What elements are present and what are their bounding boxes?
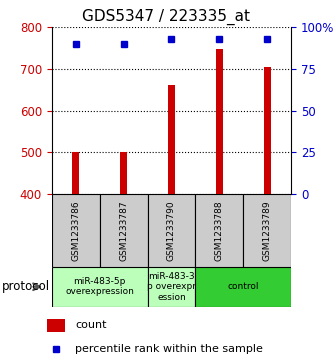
Bar	[243, 194, 291, 267]
Text: GSM1233789: GSM1233789	[263, 200, 272, 261]
Text: GSM1233786: GSM1233786	[71, 200, 80, 261]
Text: GSM1233790: GSM1233790	[167, 200, 176, 261]
Bar	[195, 267, 291, 307]
Bar	[72, 152, 79, 194]
Bar	[216, 49, 223, 194]
Text: percentile rank within the sample: percentile rank within the sample	[75, 344, 263, 354]
Text: miR-483-5p
overexpression: miR-483-5p overexpression	[65, 277, 134, 297]
Text: GDS5347 / 223335_at: GDS5347 / 223335_at	[83, 9, 250, 25]
Bar	[168, 85, 175, 194]
Text: GSM1233787: GSM1233787	[119, 200, 128, 261]
Bar	[52, 194, 100, 267]
Bar	[48, 319, 65, 332]
Text: GSM1233788: GSM1233788	[215, 200, 224, 261]
Text: count: count	[75, 321, 107, 330]
Text: miR-483-3
p overexpr
ession: miR-483-3 p overexpr ession	[147, 272, 196, 302]
Text: protocol: protocol	[2, 280, 50, 293]
Bar	[148, 194, 195, 267]
Bar	[120, 152, 127, 194]
Bar	[195, 194, 243, 267]
Bar	[100, 194, 148, 267]
Bar	[148, 267, 195, 307]
Text: control: control	[228, 282, 259, 291]
Bar	[52, 267, 148, 307]
Bar	[264, 67, 271, 194]
